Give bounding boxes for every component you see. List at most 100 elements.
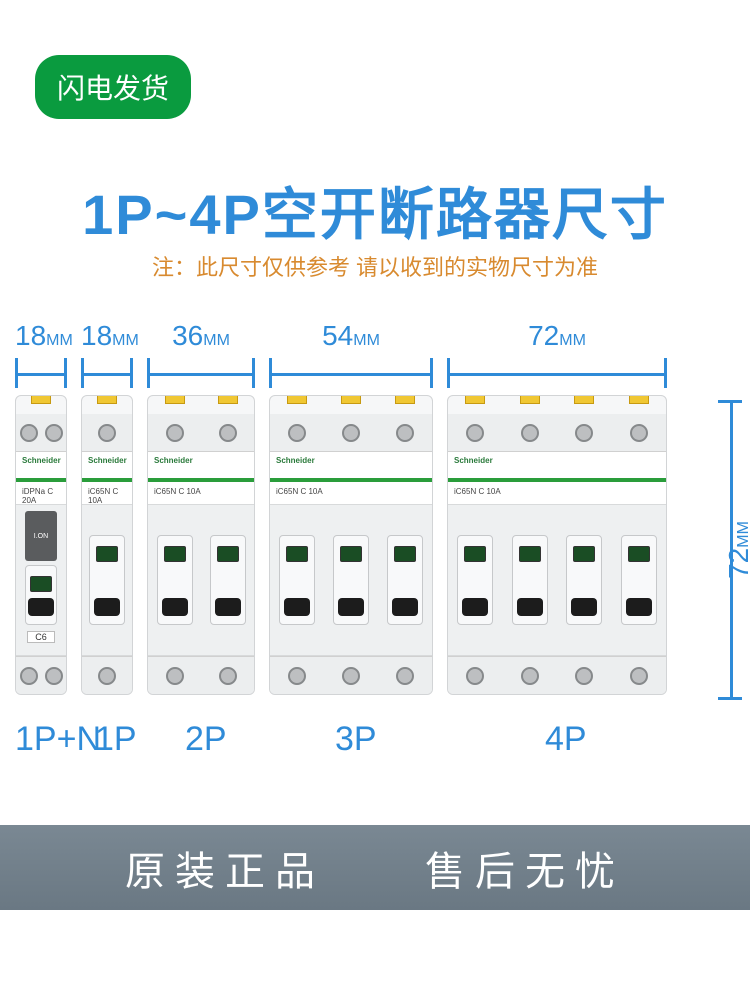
terminal-screw [98,424,116,442]
terminal-cap [574,395,594,404]
terminal-screw [630,424,648,442]
terminal-screw [20,667,38,685]
bottom-terminals [148,656,254,694]
status-window [286,546,308,562]
terminal-cap [218,395,238,404]
status-window [340,546,362,562]
page-title: 1P~4P空开断路器尺寸 [0,170,750,251]
status-window [464,546,486,562]
breaker-pole [279,535,315,625]
breaker-2P: SchneideriC65N C 10A [147,395,255,695]
terminal-cap [395,395,415,404]
model-label: iC65N C 10A [148,482,254,504]
toggle-lever [284,598,310,616]
brand-label: Schneider [448,452,666,478]
terminal-screw [521,424,539,442]
width-dimensions-row: 18MM18MM36MM54MM72MM [0,320,750,400]
product-lineup: SchneideriDPNa C 20AI.ONC6SchneideriC65N… [15,395,715,705]
top-caps [82,396,132,414]
terminal-screw [466,424,484,442]
top-terminals [148,414,254,452]
pole-label-3P: 3P [335,720,377,759]
terminal-screw [575,667,593,685]
brand-label: Schneider [82,452,132,478]
terminal-cap [465,395,485,404]
terminal-screw [98,667,116,685]
terminal-screw [396,667,414,685]
width-dim-bar-1P [81,358,133,388]
terminal-screw [288,424,306,442]
breaker-pole [333,535,369,625]
brand-label: Schneider [270,452,432,478]
breaker-body [82,504,132,656]
toggle-lever [517,598,543,616]
width-dim-1P+N: 18MM [15,320,67,352]
width-dim-3P: 54MM [269,320,433,352]
brand-label: Schneider [16,452,66,478]
pole-label-1P: 1P [95,720,137,759]
breaker-pole [457,535,493,625]
breaker-pole [25,565,57,625]
terminal-screw [219,424,237,442]
pole-label-4P: 4P [545,720,587,759]
terminal-cap [520,395,540,404]
width-unit: MM [353,332,380,349]
toggle-lever [462,598,488,616]
model-label: iC65N C 10A [270,482,432,504]
toggle-lever [215,598,241,616]
width-dim-bar-4P [447,358,667,388]
width-unit: MM [112,332,139,349]
height-value: 72 [723,548,750,579]
bottom-terminals [448,656,666,694]
width-dim-1P: 18MM [81,320,133,352]
bottom-terminals [16,656,66,694]
breaker-1P: Schneider iC65N C 10A [81,395,133,695]
width-unit: MM [203,332,230,349]
status-window [519,546,541,562]
toggle-lever [162,598,188,616]
height-dimension: 72MM [700,400,740,700]
footer-banner: 原装正品 售后无忧 [0,825,750,910]
height-unit: MM [735,521,750,548]
top-terminals [448,414,666,452]
width-dim-4P: 72MM [447,320,667,352]
terminal-screw [45,667,63,685]
status-window [217,546,239,562]
status-window [30,576,52,592]
breaker-3P: Schneider iC65N C 10A [269,395,433,695]
status-window [573,546,595,562]
width-value: 18 [15,320,46,351]
width-dim-bar-1P+N [15,358,67,388]
toggle-lever [571,598,597,616]
model-label: iDPNa C 20A [16,482,66,504]
model-label: iC65N C 10A [82,482,132,504]
footer-right: 售后无忧 [425,839,625,897]
breaker-pole [512,535,548,625]
breaker-pole [621,535,657,625]
breaker-body [448,504,666,656]
model-label: iC65N C 10A [448,482,666,504]
breaker-pole [387,535,423,625]
status-window [628,546,650,562]
top-caps [270,396,432,414]
width-value: 72 [528,320,559,351]
top-caps [448,396,666,414]
pole-labels-row: 1P+N1P2P3P4P [15,720,715,770]
status-window [394,546,416,562]
toggle-lever [626,598,652,616]
terminal-screw [166,424,184,442]
bottom-terminals [270,656,432,694]
terminal-cap [287,395,307,404]
breaker-pole [210,535,246,625]
shipping-badge: 闪电发货 [35,55,191,119]
status-window [164,546,186,562]
width-unit: MM [559,332,586,349]
top-terminals [16,414,66,452]
terminal-screw [20,424,38,442]
width-dim-bar-3P [269,358,433,388]
width-value: 54 [322,320,353,351]
terminal-screw [166,667,184,685]
top-terminals [270,414,432,452]
toggle-lever [94,598,120,616]
breaker-4P: Schneider iC65N C 10A [447,395,667,695]
